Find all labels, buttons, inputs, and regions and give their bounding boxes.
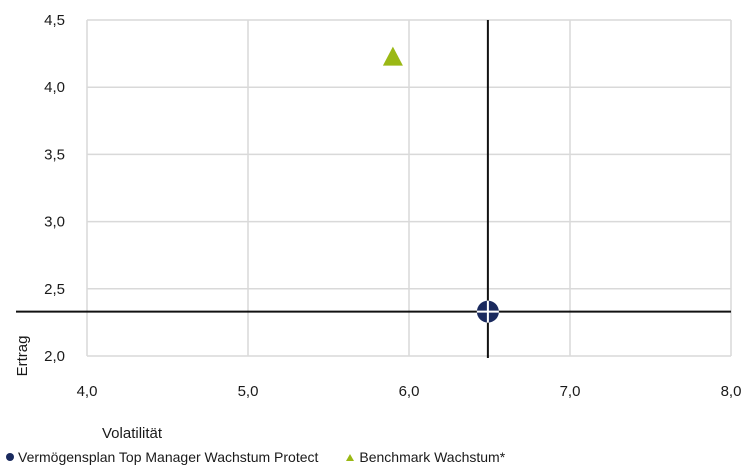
x-axis-title: Volatilität: [102, 425, 163, 442]
x-tick-label: 6,0: [399, 383, 420, 400]
y-tick-label: 2,0: [44, 348, 65, 365]
fund-point: [476, 300, 499, 323]
legend-label-benchmark: Benchmark Wachstum*: [359, 449, 506, 465]
tick-labels: 4,0 5,0 6,0 7,0 8,0 2,0 2,5 3,0 3,5 4,0 4,5: [44, 12, 741, 400]
legend-item-benchmark: Benchmark Wachstum*: [346, 449, 505, 465]
circle-marker-icon: [6, 453, 14, 461]
legend-label-fund: Vermögensplan Top Manager Wachstum Prote…: [18, 449, 319, 465]
legend-item-fund: Vermögensplan Top Manager Wachstum Prote…: [6, 449, 318, 465]
x-tick-label: 8,0: [721, 383, 742, 400]
y-tick-label: 4,0: [44, 79, 65, 96]
data-points: [382, 46, 499, 323]
benchmark-point: [382, 46, 403, 66]
grid-lines: [86, 19, 732, 357]
x-tick-label: 4,0: [77, 383, 98, 400]
y-tick-label: 3,5: [44, 146, 65, 163]
reference-lines: [16, 20, 731, 358]
y-tick-label: 4,5: [44, 12, 65, 29]
y-tick-label: 3,0: [44, 214, 65, 231]
x-tick-label: 7,0: [560, 383, 581, 400]
x-tick-label: 5,0: [238, 383, 259, 400]
triangle-marker-icon: [346, 453, 355, 461]
legend: Vermögensplan Top Manager Wachstum Prote…: [6, 449, 533, 465]
y-axis-title: Ertrag: [14, 336, 31, 377]
y-tick-label: 2,5: [44, 281, 65, 298]
